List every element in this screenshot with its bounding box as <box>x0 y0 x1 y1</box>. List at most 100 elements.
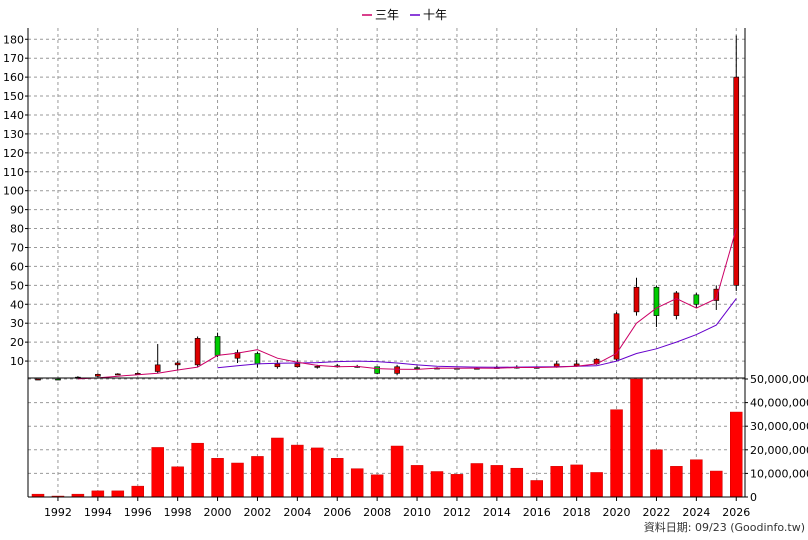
candle-body-1999 <box>194 338 201 366</box>
volume-bar-2017 <box>550 466 563 498</box>
year-tick-label: 2012 <box>443 506 471 519</box>
candlesticks <box>35 35 740 381</box>
volume-bar-2018 <box>570 464 583 498</box>
volume-tick-label: 50,000,000 <box>750 373 808 386</box>
year-tick-label: 2020 <box>603 506 631 519</box>
data-source-footer: 資料日期: 09/23 (Goodinfo.tw) <box>644 520 805 534</box>
volume-bar-2005 <box>311 447 324 498</box>
year-tick-label: 2010 <box>403 506 431 519</box>
candle-body-2024 <box>693 294 700 305</box>
volume-bars <box>31 378 743 498</box>
year-tick-label: 2004 <box>283 506 311 519</box>
price-tick-label: 30 <box>10 317 24 330</box>
candle-body-2021 <box>633 286 640 313</box>
price-tick-label: 130 <box>3 128 24 141</box>
candle-body-2023 <box>673 292 680 316</box>
volume-tick-label: 0 <box>750 491 757 504</box>
volume-bar-1994 <box>91 490 105 498</box>
price-tick-label: 180 <box>3 33 24 46</box>
volume-bar-2016 <box>530 480 543 498</box>
volume-bar-2010 <box>410 465 424 498</box>
volume-bar-2001 <box>231 462 244 498</box>
volume-bar-2015 <box>510 467 524 498</box>
year-tick-label: 2016 <box>523 506 551 519</box>
price-tick-label: 160 <box>3 71 24 84</box>
candle-body-2010 <box>414 367 420 369</box>
candle-body-1998 <box>174 362 181 366</box>
volume-bar-2008 <box>370 474 384 498</box>
price-tick-label: 150 <box>3 90 24 103</box>
price-tick-label: 50 <box>10 279 24 292</box>
price-tick-label: 170 <box>3 52 24 65</box>
volume-bar-2014 <box>490 465 504 498</box>
volume-bar-2004 <box>291 444 304 498</box>
legend-label-ma10: 十年 <box>423 8 447 22</box>
price-tick-label: 120 <box>3 147 24 160</box>
volume-bar-2003 <box>271 437 284 498</box>
volume-tick-label: 10,000,000 <box>750 467 808 480</box>
candle-body-1994 <box>95 374 101 377</box>
volume-bar-2024 <box>690 459 703 498</box>
price-tick-label: 70 <box>10 241 24 254</box>
volume-bar-2012 <box>450 474 464 498</box>
candle-body-1995 <box>115 373 121 376</box>
price-axis-ticks: 10 20 30 40 50 60 70 80 90 100 110 120 130 140 150 160 1… <box>3 33 28 368</box>
year-tick-label: 1998 <box>164 506 192 519</box>
price-tick-label: 10 <box>10 355 24 368</box>
candle-body-2003 <box>274 363 281 368</box>
candle-body-2020 <box>613 313 620 360</box>
year-tick-label: 2024 <box>682 506 710 519</box>
candle-body-1992 <box>55 378 61 381</box>
volume-tick-label: 30,000,000 <box>750 420 808 433</box>
volume-bar-2026 <box>730 411 743 498</box>
year-tick-label: 2006 <box>323 506 351 519</box>
volume-bar-2013 <box>470 463 484 498</box>
year-tick-label: 1992 <box>44 506 72 519</box>
year-tick-label: 2008 <box>363 506 391 519</box>
year-tick-label: 1996 <box>124 506 152 519</box>
candle-body-2005 <box>314 366 321 368</box>
candle-body-1997 <box>154 364 161 372</box>
volume-bar-2020 <box>610 409 623 498</box>
volume-axis-ticks: 0 10,000,000 20,000,000 30,000,000 40,000,00… <box>745 373 808 504</box>
year-tick-label: 2000 <box>204 506 232 519</box>
volume-bar-2019 <box>590 472 603 498</box>
ma3-line <box>77 228 737 380</box>
volume-bar-2002 <box>251 456 264 498</box>
year-tick-label: 2014 <box>483 506 511 519</box>
price-tick-label: 60 <box>10 260 24 273</box>
volume-bar-1998 <box>171 466 184 498</box>
candle-body-2008 <box>374 366 380 374</box>
candle-body-2004 <box>294 363 301 368</box>
price-tick-label: 90 <box>10 204 24 217</box>
year-axis-ticks: 1992 1994 1996 1998 2000 2002 2004 2006 2008 2010… <box>44 497 750 519</box>
year-tick-label: 2022 <box>642 506 670 519</box>
candle-body-1991 <box>35 378 41 381</box>
candle-body-2026 <box>733 76 740 286</box>
candle-body-2001 <box>234 352 241 359</box>
candle-body-2002 <box>254 353 261 365</box>
candle-body-2000 <box>214 336 221 356</box>
price-tick-label: 110 <box>3 166 24 179</box>
legend-label-ma3: 三年 <box>375 8 399 22</box>
moving-average-lines <box>77 228 737 380</box>
price-tick-label: 20 <box>10 336 24 349</box>
volume-bar-2022 <box>650 449 663 498</box>
volume-tick-label: 40,000,000 <box>750 397 808 410</box>
volume-bar-2009 <box>390 445 404 498</box>
candle-body-2025 <box>713 288 720 301</box>
axes <box>27 28 746 498</box>
legend: 三年 十年 <box>362 8 447 22</box>
volume-bar-1999 <box>191 442 204 498</box>
price-tick-label: 40 <box>10 298 24 311</box>
volume-tick-label: 20,000,000 <box>750 444 808 457</box>
volume-bar-2007 <box>350 468 364 498</box>
candle-body-2009 <box>394 366 400 374</box>
volume-bar-1996 <box>131 485 144 498</box>
volume-bar-2000 <box>211 458 224 498</box>
year-tick-label: 2002 <box>243 506 271 519</box>
volume-bar-2023 <box>670 466 683 498</box>
volume-bar-2025 <box>710 470 723 498</box>
